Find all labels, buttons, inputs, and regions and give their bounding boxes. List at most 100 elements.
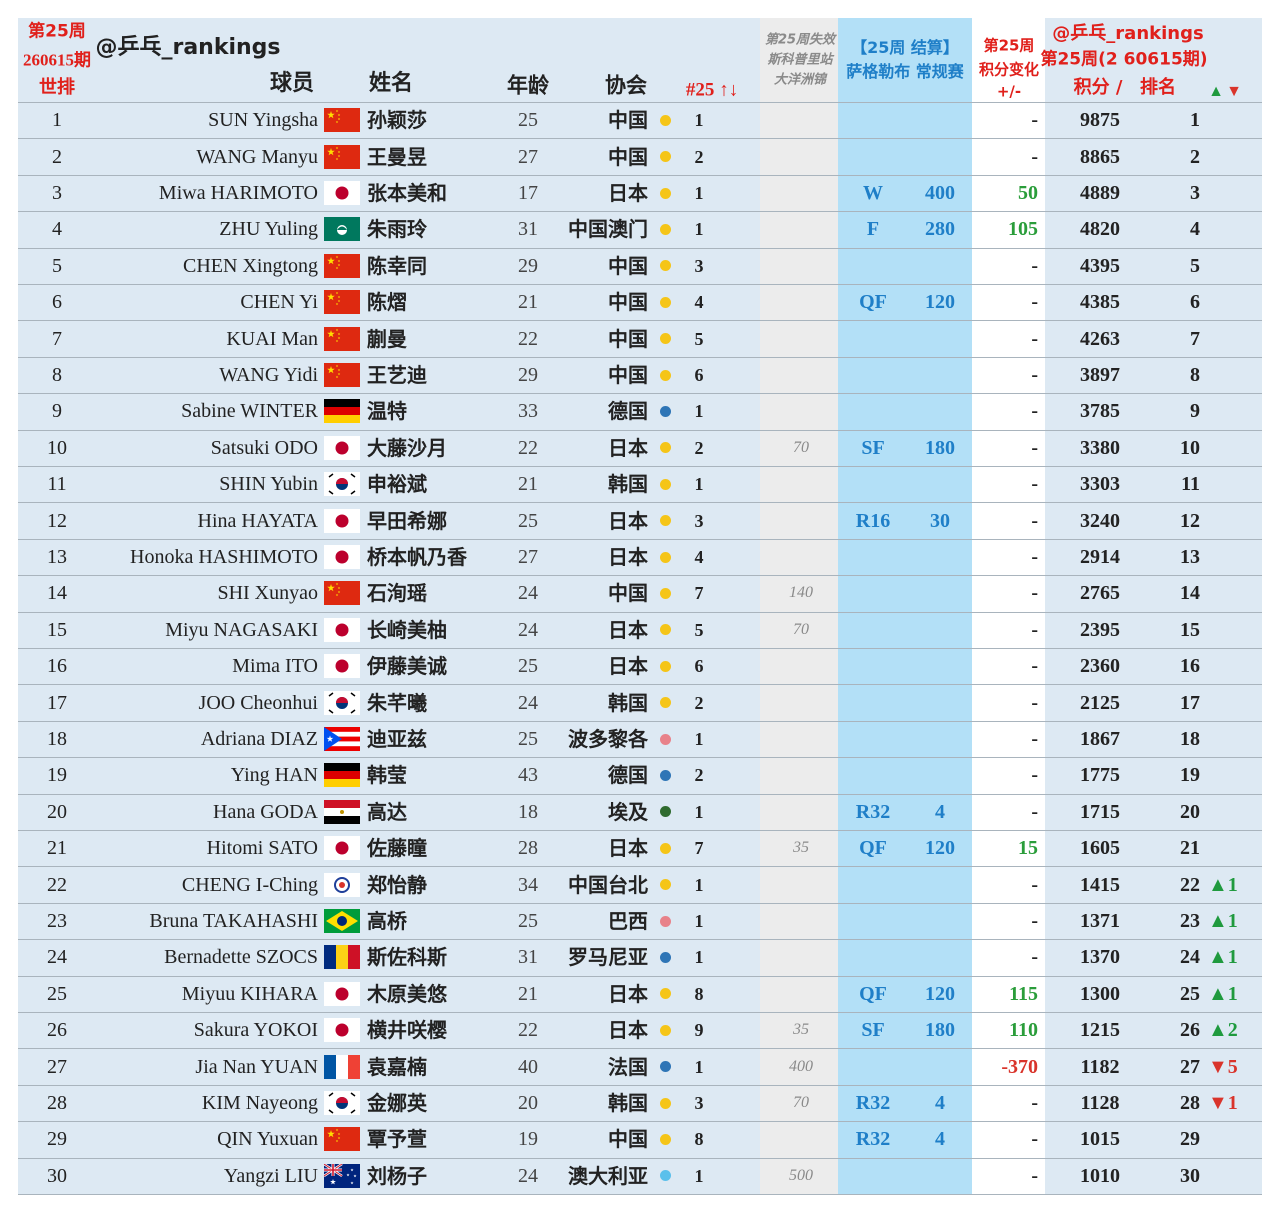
- header-assoc: 协会: [605, 73, 647, 98]
- age: 17: [518, 182, 538, 204]
- age: 24: [518, 618, 538, 641]
- association-rank: 1: [694, 947, 704, 968]
- player-name-cn: 金娜英: [367, 1091, 427, 1115]
- points: 4395: [1080, 254, 1120, 277]
- association-rank: 5: [694, 619, 704, 640]
- header-change: 第25周: [983, 36, 1035, 55]
- header-expired: 斯科普里站: [767, 52, 833, 68]
- points-change: -: [1031, 728, 1038, 750]
- world-rank: 12: [47, 509, 67, 532]
- points: 4820: [1080, 218, 1120, 241]
- association-rank: 9: [694, 1020, 704, 1041]
- player-name-cn: 陈熠: [367, 290, 407, 315]
- rank-move: ▲1: [1208, 982, 1238, 1005]
- association-dot: [660, 442, 671, 454]
- flag: [324, 508, 360, 533]
- current-rank: 18: [1180, 728, 1200, 750]
- flag: [323, 1162, 360, 1188]
- current-rank: 17: [1180, 691, 1200, 714]
- header-age: 年龄: [507, 73, 549, 98]
- player-name-en: QIN Yuxuan: [217, 1128, 318, 1151]
- header-points: 积分 /: [1073, 77, 1123, 98]
- association: 中国台北: [568, 872, 648, 897]
- association-rank: 1: [694, 1056, 704, 1077]
- association-dot: [660, 1061, 671, 1073]
- event-points: 280: [925, 218, 955, 241]
- flag: [324, 654, 360, 679]
- association: 日本: [608, 836, 648, 861]
- expired-points: 70: [793, 438, 809, 456]
- row-separator: [18, 429, 1262, 431]
- association-dot: [660, 915, 671, 927]
- age: 24: [518, 1164, 538, 1187]
- points: 9875: [1080, 109, 1120, 132]
- event-round: QF: [859, 837, 887, 860]
- player-name-cn: 长崎美柚: [367, 617, 447, 642]
- association-dot: [660, 806, 671, 818]
- row-separator: [18, 720, 1262, 722]
- points-change: -370: [1001, 1055, 1038, 1078]
- association-rank: 2: [694, 146, 704, 167]
- current-rank: 29: [1180, 1128, 1200, 1151]
- flag: [324, 253, 360, 278]
- points-change: -: [1031, 946, 1038, 969]
- event-round: SF: [861, 436, 885, 459]
- points: 1182: [1080, 1055, 1120, 1078]
- header-down: ▼: [1226, 83, 1242, 100]
- flag: [324, 1127, 360, 1152]
- world-rank: 6: [52, 291, 62, 314]
- player-name-cn: 横井咲樱: [367, 1018, 447, 1043]
- player-name-en: Jia Nan YUAN: [195, 1055, 318, 1078]
- player-name-cn: 王艺迪: [367, 363, 427, 387]
- points-change: -: [1031, 1164, 1038, 1187]
- rank-move: ▲1: [1208, 873, 1238, 896]
- row-separator: [18, 1157, 1262, 1159]
- player-name-cn: 高达: [367, 799, 407, 824]
- association-dot: [660, 187, 671, 199]
- points: 3785: [1080, 400, 1120, 423]
- event-points: 180: [925, 436, 955, 459]
- event-column-background: [838, 18, 972, 1194]
- points-change: -: [1031, 691, 1038, 714]
- world-rank: 9: [52, 400, 62, 423]
- association: 埃及: [608, 799, 648, 824]
- row-separator: [18, 1012, 1262, 1013]
- current-rank: 26: [1180, 1019, 1200, 1042]
- age: 25: [518, 655, 538, 678]
- points: 1605: [1080, 837, 1120, 860]
- world-rank: 4: [52, 218, 62, 241]
- player-name-cn: 覃予萱: [367, 1127, 427, 1152]
- row-separator: [18, 1084, 1262, 1086]
- rank-move: ▲1: [1208, 946, 1238, 969]
- player-name-en: CHEN Xingtong: [183, 254, 318, 277]
- event-points: 180: [925, 1019, 955, 1042]
- world-rank: 17: [47, 691, 67, 714]
- points-change: -: [1031, 1128, 1038, 1151]
- points-change: -: [1031, 291, 1038, 314]
- association: 德国: [608, 399, 648, 424]
- row-separator: [18, 138, 1262, 140]
- association-dot: [660, 660, 671, 672]
- player-name-en: ZHU Yuling: [219, 218, 318, 241]
- association: 中国澳门: [568, 217, 648, 242]
- header-current-rank: 排名: [1140, 77, 1176, 98]
- current-rank: 22: [1180, 873, 1200, 896]
- row-separator: [18, 538, 1262, 540]
- current-rank: 27: [1180, 1055, 1200, 1078]
- association-dot: [660, 624, 671, 636]
- row-separator: [18, 1048, 1262, 1050]
- association: 中国: [608, 581, 648, 606]
- player-name-en: KUAI Man: [226, 327, 318, 350]
- association: 中国: [608, 326, 648, 351]
- current-rank: 15: [1180, 618, 1200, 641]
- points: 1415: [1080, 873, 1120, 896]
- points: 3303: [1080, 473, 1120, 496]
- player-name-en: WANG Manyu: [196, 145, 318, 168]
- player-name-cn: 伊藤美诚: [367, 654, 447, 679]
- points: 2914: [1080, 546, 1120, 568]
- flag: [324, 763, 360, 788]
- points-change: -: [1031, 509, 1038, 532]
- age: 33: [518, 400, 538, 423]
- player-name-cn: 陈幸同: [367, 253, 427, 278]
